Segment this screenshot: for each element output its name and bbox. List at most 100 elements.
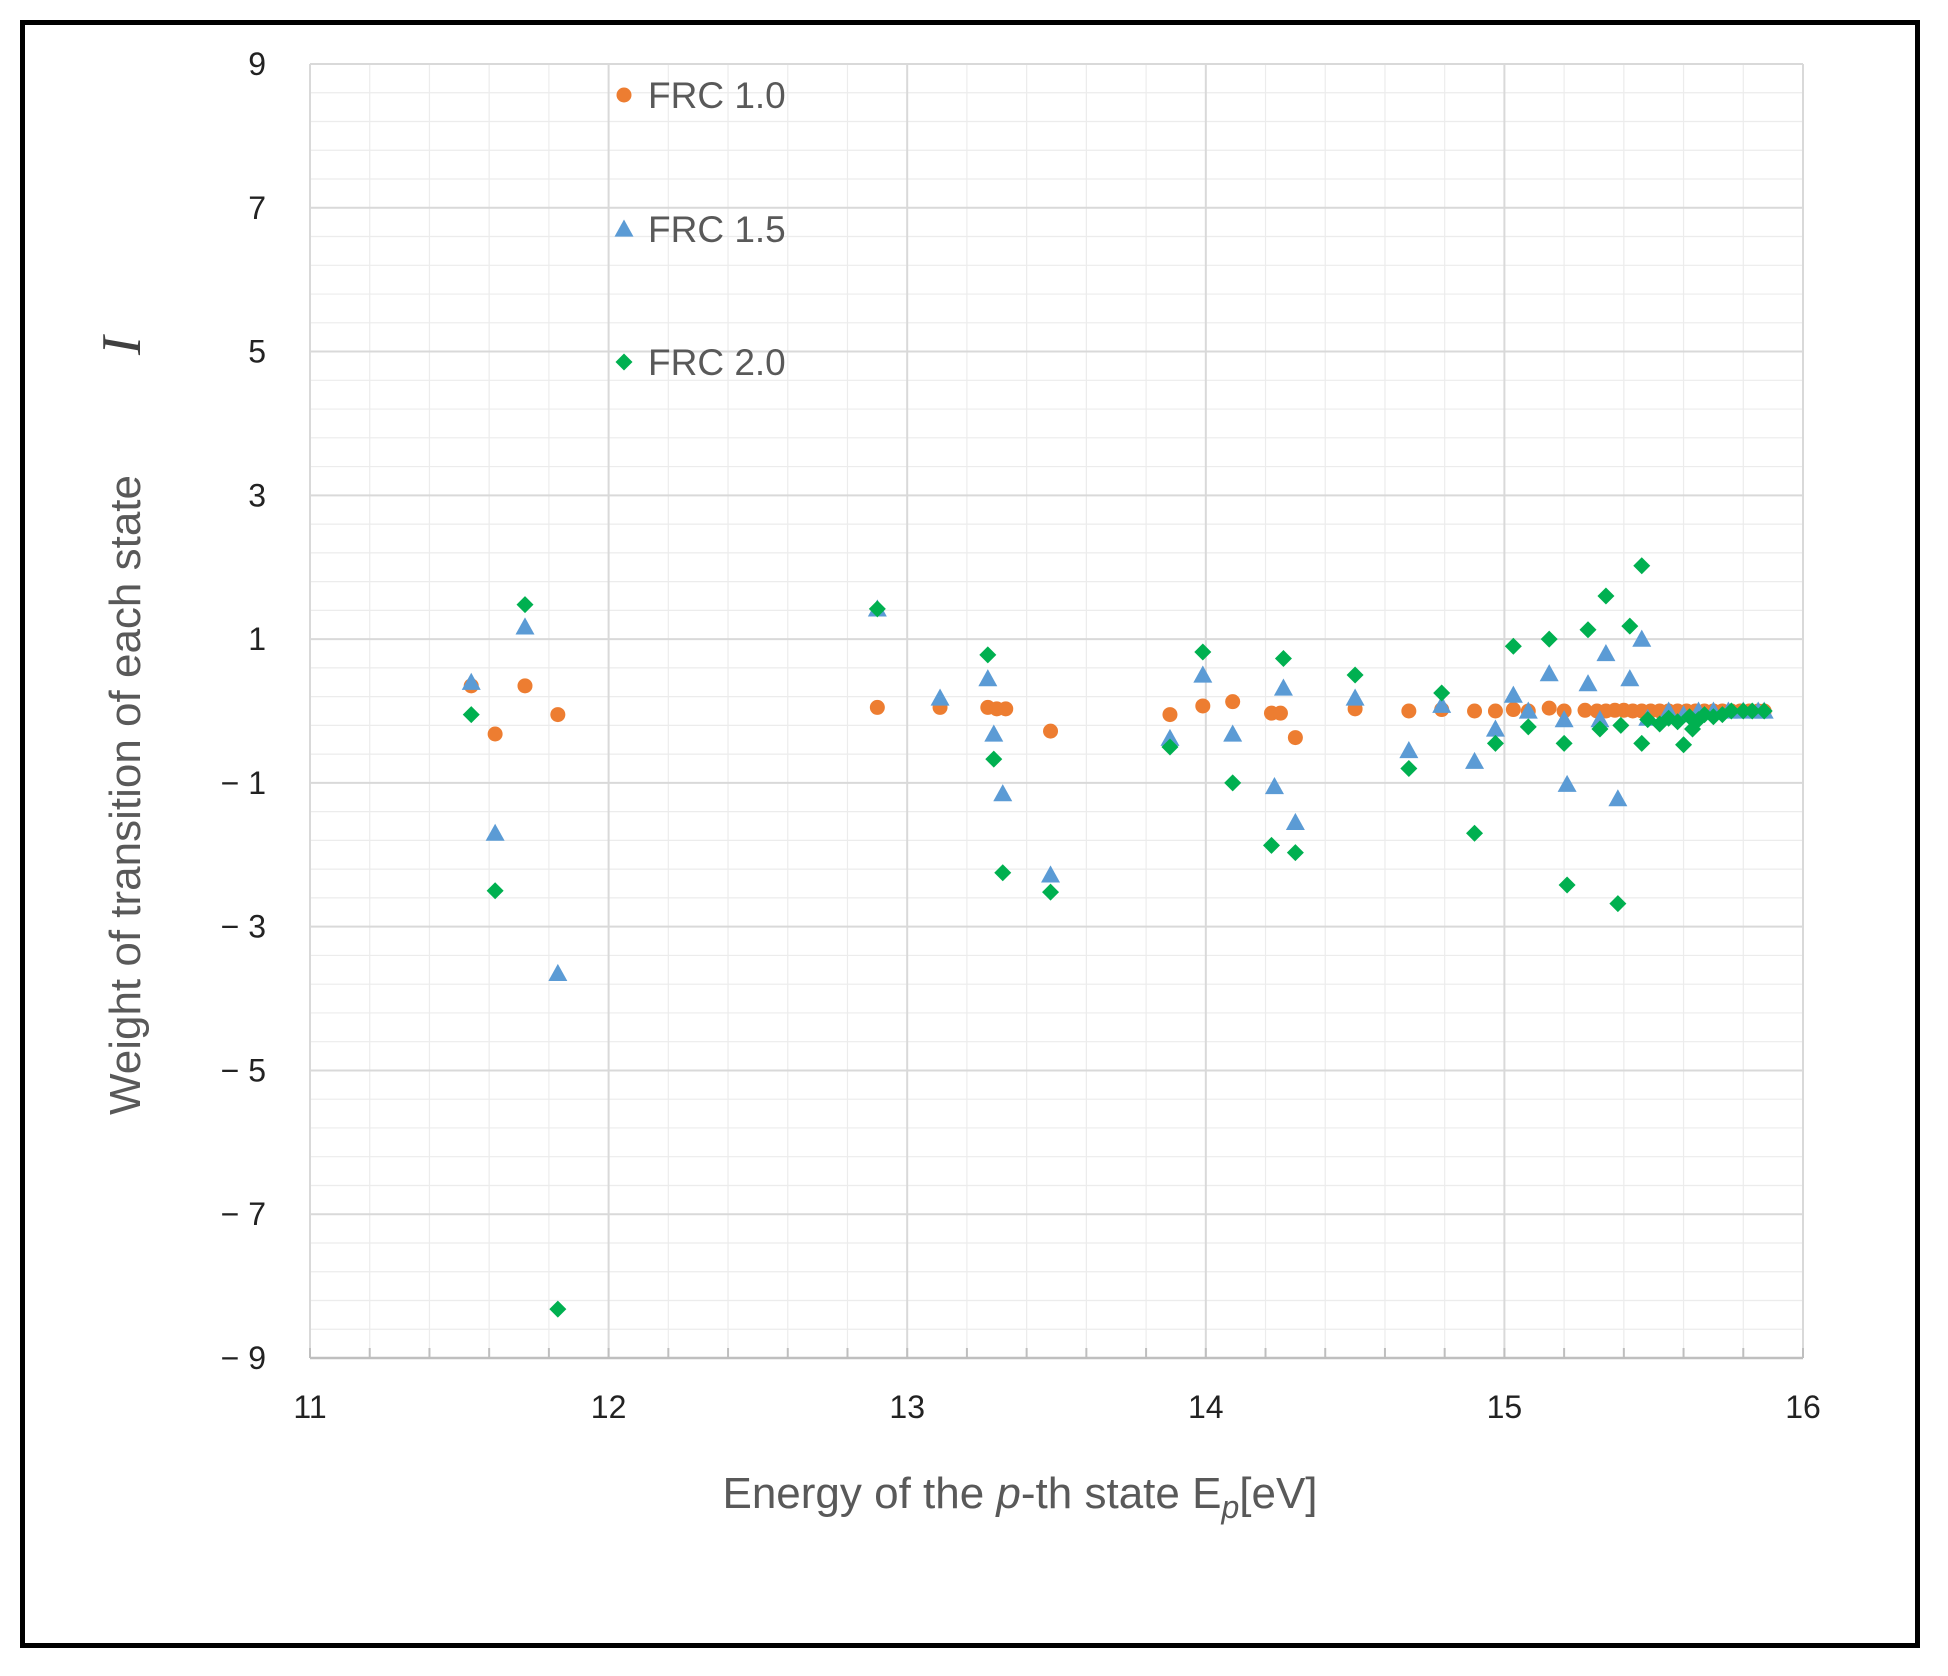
data-point [1577, 702, 1593, 718]
data-point [1433, 684, 1451, 702]
data-point [1743, 702, 1761, 720]
data-point [1541, 700, 1557, 716]
data-point [1675, 736, 1693, 754]
data-point [1554, 710, 1574, 728]
y-axis-title: Weight of transition of each state [101, 475, 150, 1115]
data-point [1503, 685, 1523, 703]
data-point [1193, 665, 1213, 683]
data-point [979, 646, 997, 664]
data-point [994, 864, 1012, 882]
data-point [1608, 789, 1628, 807]
data-point [1262, 836, 1280, 854]
data-point [487, 726, 503, 742]
data-point [1465, 751, 1485, 769]
legend-label: FRC 2.0 [648, 342, 786, 383]
data-point [1557, 774, 1577, 792]
data-point [993, 784, 1013, 802]
y-tick-label: 9 [248, 46, 266, 82]
data-point [930, 688, 950, 706]
data-point [1400, 760, 1418, 778]
data-point [1504, 637, 1522, 655]
y-tick-label: − 3 [221, 909, 266, 945]
x-axis-title: Energy of the p-th state Ep[eV] [722, 1469, 1317, 1525]
y-tick-label: − 1 [221, 765, 266, 801]
data-point [1590, 710, 1610, 728]
data-point [1597, 587, 1615, 605]
data-point [1621, 617, 1639, 635]
data-point [1466, 824, 1484, 842]
y-tick-label: 1 [248, 621, 266, 657]
data-point [1264, 776, 1284, 795]
y-axis-symbol: I [91, 334, 153, 356]
data-point [1518, 701, 1538, 719]
data-point [1195, 698, 1211, 714]
data-point [517, 678, 533, 694]
major-gridlines [309, 63, 1804, 1360]
data-point [1041, 865, 1061, 883]
x-axis-title-part: -th state E [1021, 1469, 1222, 1518]
data-point [1486, 734, 1504, 752]
data-point [1540, 630, 1558, 648]
data-point [1194, 643, 1212, 661]
data-point [1274, 650, 1292, 668]
data-point [868, 600, 886, 618]
x-tick-label: 15 [1487, 1389, 1523, 1425]
data-point [869, 699, 885, 715]
data-point [1467, 703, 1483, 719]
data-point [461, 672, 481, 690]
legend: FRC 1.0 FRC 1.5 FRC 2.0 [614, 75, 786, 383]
data-point [485, 823, 505, 841]
x-tick-label: 12 [591, 1389, 627, 1425]
data-point [1225, 694, 1241, 710]
data-point [516, 596, 534, 614]
x-tick-label: 14 [1188, 1389, 1224, 1425]
legend-label: FRC 1.0 [648, 75, 786, 116]
data-points [461, 557, 1774, 1318]
data-point [486, 882, 504, 900]
data-point [1722, 702, 1740, 720]
data-point [1633, 557, 1651, 575]
data-point [549, 1300, 567, 1318]
data-point [1432, 695, 1452, 713]
data-point [1633, 734, 1651, 752]
data-point [1539, 664, 1559, 682]
x-tick-label: 11 [293, 1389, 326, 1425]
data-point [1632, 629, 1652, 647]
x-axis-title-italic: p [994, 1469, 1020, 1518]
data-point [515, 617, 535, 635]
data-point [1401, 703, 1417, 719]
data-point [1285, 812, 1305, 831]
data-point [550, 707, 566, 723]
data-point [1042, 883, 1060, 901]
data-point [1287, 730, 1303, 746]
data-point [984, 724, 1004, 742]
data-point [1620, 669, 1640, 687]
data-point [1043, 723, 1059, 739]
data-point [1399, 741, 1419, 759]
legend-marker [615, 353, 633, 371]
data-point [1223, 724, 1243, 742]
x-tick-label: 16 [1785, 1389, 1821, 1425]
x-tick-label: 13 [889, 1389, 925, 1425]
data-point [1596, 643, 1616, 662]
chart-frame [20, 20, 1920, 1648]
data-point [1272, 705, 1288, 721]
y-tick-label: − 5 [221, 1052, 266, 1088]
data-point [1755, 702, 1773, 720]
data-point [1286, 844, 1304, 862]
data-point [462, 706, 480, 724]
y-tick-label: 7 [248, 190, 266, 226]
x-axis-title-part: Energy of the [722, 1469, 996, 1518]
data-point [1485, 719, 1505, 737]
x-tick-labels: 11 12 13 14 15 16 [293, 1389, 1820, 1425]
data-point [1505, 702, 1521, 718]
data-point [1555, 734, 1573, 752]
y-tick-labels: 9 7 5 3 1 − 1 − 3 − 5 − 7 − 9 [221, 46, 266, 1376]
data-point [1612, 716, 1630, 734]
data-point [1487, 703, 1503, 719]
data-point [1591, 720, 1609, 738]
data-point [1609, 895, 1627, 913]
legend-label: FRC 1.5 [648, 209, 786, 250]
data-point [1346, 666, 1364, 684]
